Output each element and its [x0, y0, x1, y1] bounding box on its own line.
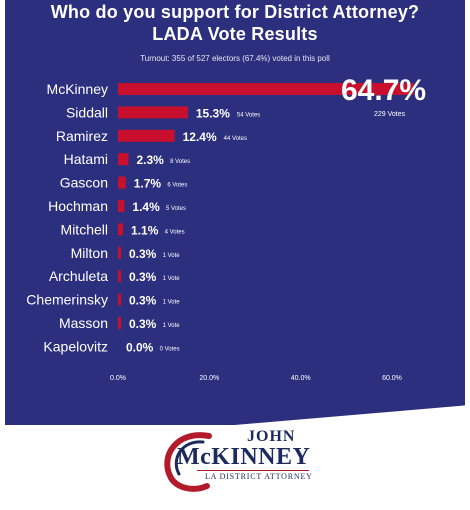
category-label: Chemerinsky — [26, 292, 108, 308]
bar — [118, 246, 121, 259]
bar — [118, 270, 121, 283]
vote-count-label: 6 Votes — [167, 183, 187, 189]
value-label: 0.3% — [129, 270, 157, 284]
vote-count-label: 229 Votes — [374, 111, 406, 118]
value-label: 64.7% — [341, 74, 426, 107]
logo-subtitle: LA DISTRICT ATTORNEY — [205, 472, 313, 481]
bar — [118, 293, 121, 306]
value-label: 1.1% — [131, 223, 159, 237]
category-label: Siddall — [66, 104, 108, 120]
value-label: 0.3% — [129, 294, 157, 308]
logo-swoosh-icon — [164, 432, 212, 492]
category-label: Hochman — [48, 198, 108, 214]
category-label: McKinney — [47, 81, 108, 97]
turnout-text: Turnout: 355 of 527 electors (67.4%) vot… — [140, 54, 330, 63]
value-label: 1.7% — [134, 177, 162, 191]
logo-last-name: McKINNEY — [177, 444, 311, 470]
vote-count-label: 54 Votes — [237, 112, 260, 118]
value-label: 0.3% — [129, 247, 157, 261]
x-tick-label: 60.0% — [382, 375, 402, 382]
bar — [118, 83, 414, 95]
category-label: Gascon — [60, 175, 108, 191]
bar — [118, 106, 188, 119]
category-label: Masson — [59, 315, 108, 331]
vote-count-label: 1 Vote — [163, 300, 181, 306]
vote-count-label: 8 Votes — [170, 159, 190, 165]
vote-count-label: 5 Votes — [166, 206, 186, 212]
value-label: 0.3% — [129, 317, 157, 331]
value-label: 1.4% — [132, 200, 160, 214]
bar — [118, 223, 124, 236]
bar — [118, 129, 175, 142]
category-label: Archuleta — [49, 268, 108, 284]
logo-rule — [197, 470, 309, 471]
bar — [118, 200, 125, 212]
bar — [118, 153, 129, 166]
vote-count-label: 44 Votes — [224, 136, 247, 142]
chart-panel — [5, 0, 465, 425]
vote-count-label: 1 Vote — [163, 253, 181, 259]
category-label: Ramirez — [56, 128, 108, 144]
category-label: Mitchell — [61, 221, 108, 237]
logo-first-name: JOHN — [247, 428, 296, 445]
value-label: 2.3% — [137, 153, 165, 167]
bar — [118, 176, 126, 189]
value-label: 12.4% — [183, 130, 217, 144]
x-tick-label: 20.0% — [199, 375, 219, 382]
bar — [118, 317, 121, 329]
bar-chart: McKinney 64.7% 229 Votes Siddall 15.3% 54 Vot… — [26, 74, 426, 382]
x-tick-label: 0.0% — [110, 375, 126, 382]
vote-count-label: 1 Vote — [163, 276, 181, 282]
category-label: Milton — [71, 245, 108, 261]
category-label: Kapelovitz — [43, 338, 108, 354]
campaign-logo: JOHN McKINNEY LA DISTRICT ATTORNEY — [155, 426, 325, 496]
vote-count-label: 1 Vote — [163, 323, 181, 329]
vote-count-label: 0 Votes — [160, 346, 180, 352]
vote-count-label: 4 Votes — [165, 229, 185, 235]
value-label: 0.0% — [126, 340, 154, 354]
category-label: Hatami — [64, 151, 108, 167]
value-label: 15.3% — [196, 106, 230, 120]
x-tick-label: 40.0% — [291, 375, 311, 382]
chart-title-line2: LADA Vote Results — [152, 24, 318, 44]
chart-title-line1: Who do you support for District Attorney… — [50, 2, 420, 22]
